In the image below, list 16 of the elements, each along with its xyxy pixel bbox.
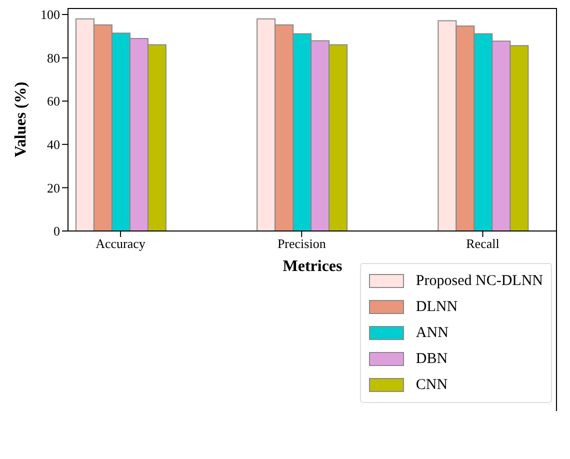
y-tick-label: 0 — [54, 224, 60, 239]
x-tick-label: Precision — [277, 236, 326, 252]
y-axis-title: Values (%) — [12, 82, 30, 158]
legend-label: ANN — [416, 324, 448, 342]
legend-label: DLNN — [416, 298, 458, 316]
y-tick-label: 100 — [40, 7, 60, 22]
y-tick-label: 60 — [47, 94, 60, 109]
y-tick-label: 80 — [47, 50, 60, 66]
y-tick-label: 20 — [47, 180, 60, 196]
x-tick-label: Recall — [466, 236, 500, 252]
x-axis-title: Metrices — [282, 258, 342, 275]
x-tick-label: Accuracy — [96, 236, 146, 252]
y-tick-label: 40 — [47, 137, 60, 152]
legend-label: DBN — [416, 350, 448, 368]
legend-label: Proposed NC-DLNN — [416, 272, 543, 290]
legend-label: CNN — [416, 376, 448, 394]
